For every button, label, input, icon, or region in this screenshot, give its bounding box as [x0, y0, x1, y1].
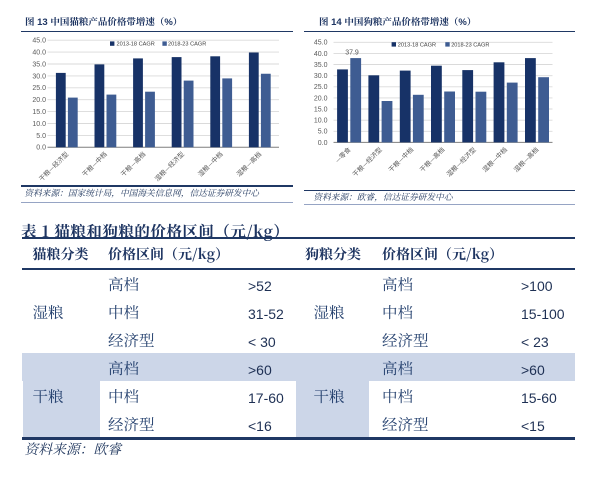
- svg-text:37.9: 37.9: [345, 49, 359, 56]
- svg-text:干粮—中档: 干粮—中档: [79, 149, 109, 179]
- svg-text:2018-23 CAGR: 2018-23 CAGR: [168, 42, 206, 48]
- svg-text:湿粮—经济型: 湿粮—经济型: [152, 148, 187, 183]
- svg-text:湿粮—高档: 湿粮—高档: [234, 149, 264, 179]
- svg-text:湿粮—经济型: 湿粮—经济型: [444, 144, 479, 179]
- svg-text:干粮—中档: 干粮—中档: [386, 144, 416, 174]
- svg-text:湿粮—中档: 湿粮—中档: [195, 149, 225, 179]
- svg-text:5.0: 5.0: [36, 133, 46, 140]
- svg-text:35.0: 35.0: [32, 61, 46, 68]
- svg-text:40.0: 40.0: [32, 50, 46, 57]
- svg-text:25.0: 25.0: [32, 85, 46, 92]
- svg-text:2013-18 CAGR: 2013-18 CAGR: [117, 42, 155, 48]
- svg-text:0.0: 0.0: [36, 145, 46, 152]
- svg-text:湿粮—中档: 湿粮—中档: [479, 144, 509, 174]
- svg-text:25.0: 25.0: [314, 84, 328, 91]
- svg-text:35.0: 35.0: [314, 62, 328, 69]
- svg-text:45.0: 45.0: [32, 38, 46, 45]
- svg-text:干粮—经济型: 干粮—经济型: [36, 148, 71, 183]
- svg-text:干粮—高档: 干粮—高档: [417, 144, 447, 174]
- svg-text:15.0: 15.0: [314, 106, 328, 113]
- svg-text:20.0: 20.0: [314, 95, 328, 102]
- svg-text:2013-18 CAGR: 2013-18 CAGR: [398, 43, 436, 49]
- svg-text:5.0: 5.0: [318, 129, 328, 136]
- svg-text:0.0: 0.0: [318, 140, 328, 147]
- svg-text:—零食: —零食: [332, 144, 353, 165]
- svg-text:20.0: 20.0: [32, 97, 46, 104]
- svg-text:10.0: 10.0: [32, 121, 46, 128]
- svg-text:10.0: 10.0: [314, 118, 328, 125]
- svg-text:湿粮—高档: 湿粮—高档: [511, 144, 541, 174]
- svg-text:干粮—经济型: 干粮—经济型: [350, 144, 385, 179]
- svg-text:2018-23 CAGR: 2018-23 CAGR: [451, 43, 489, 49]
- svg-text:45.0: 45.0: [314, 40, 328, 47]
- svg-text:15.0: 15.0: [32, 109, 46, 116]
- svg-text:30.0: 30.0: [32, 73, 46, 80]
- svg-text:30.0: 30.0: [314, 73, 328, 80]
- svg-text:干粮—高档: 干粮—高档: [118, 149, 148, 179]
- svg-text:40.0: 40.0: [314, 51, 328, 58]
